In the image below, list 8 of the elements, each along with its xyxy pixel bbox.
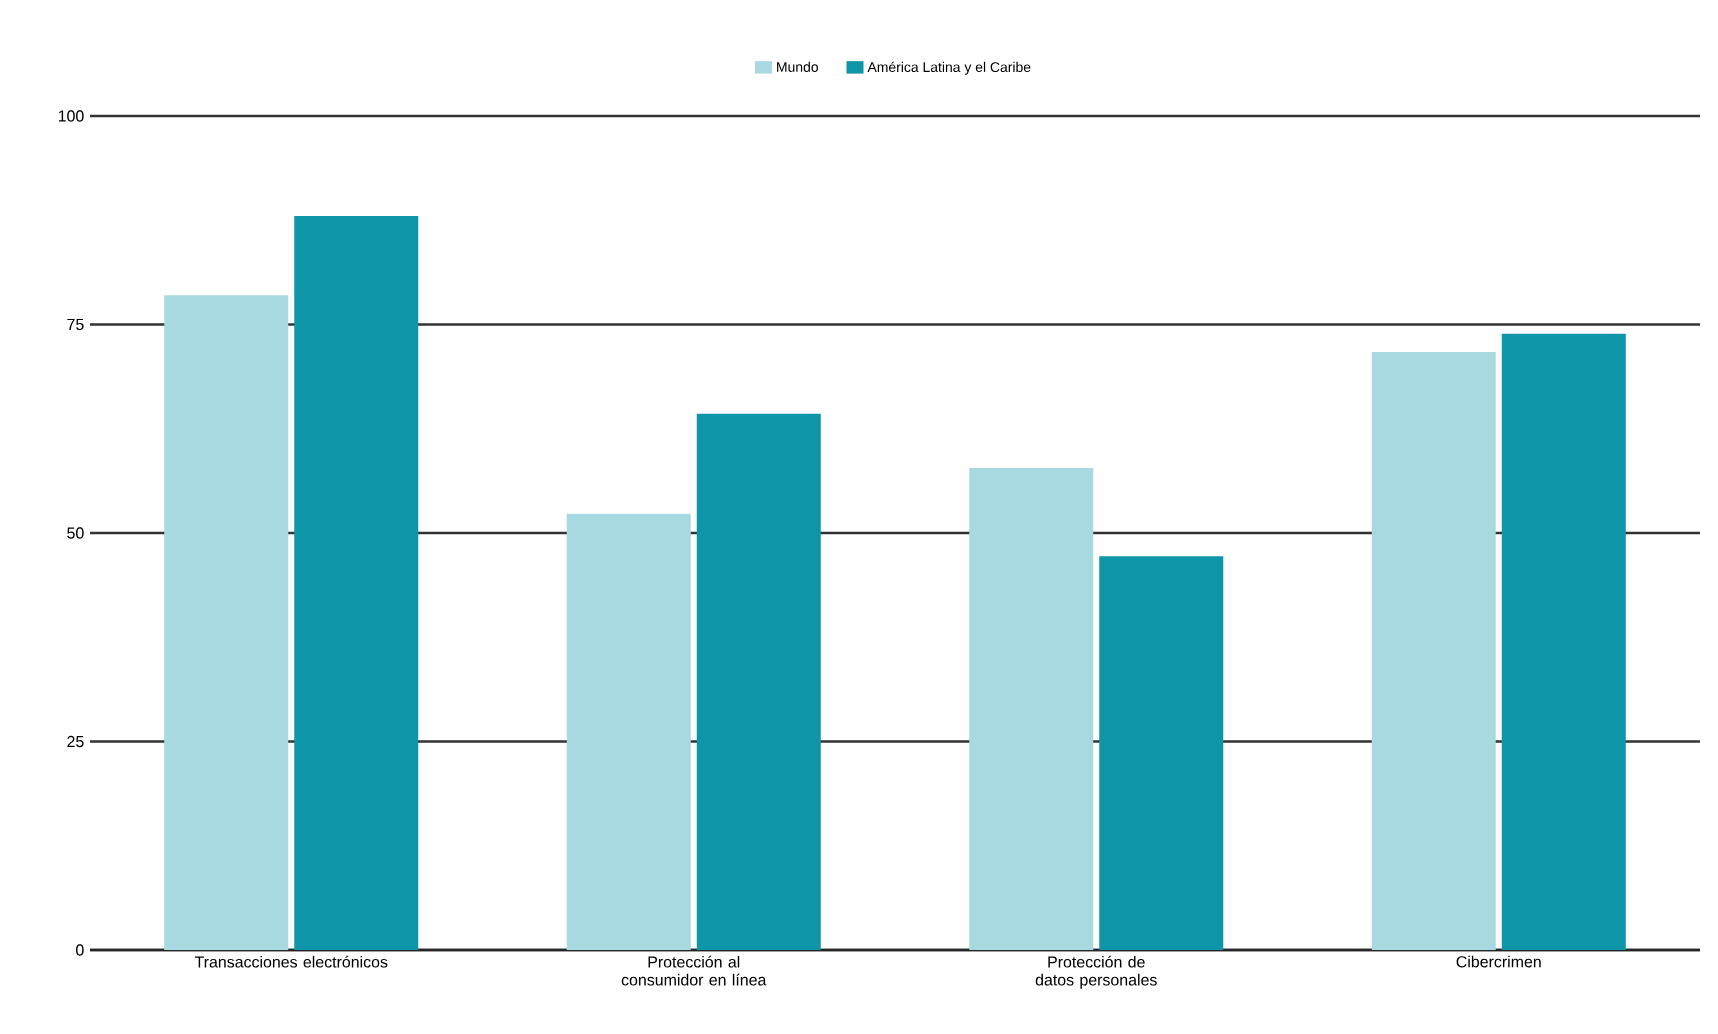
- bar: [1099, 556, 1224, 950]
- bar: [1371, 352, 1496, 950]
- bar: [696, 413, 821, 950]
- bar: [566, 513, 691, 950]
- bar: [294, 216, 419, 950]
- bar: [164, 295, 289, 950]
- bar: [969, 467, 1094, 950]
- bar: [1501, 333, 1626, 950]
